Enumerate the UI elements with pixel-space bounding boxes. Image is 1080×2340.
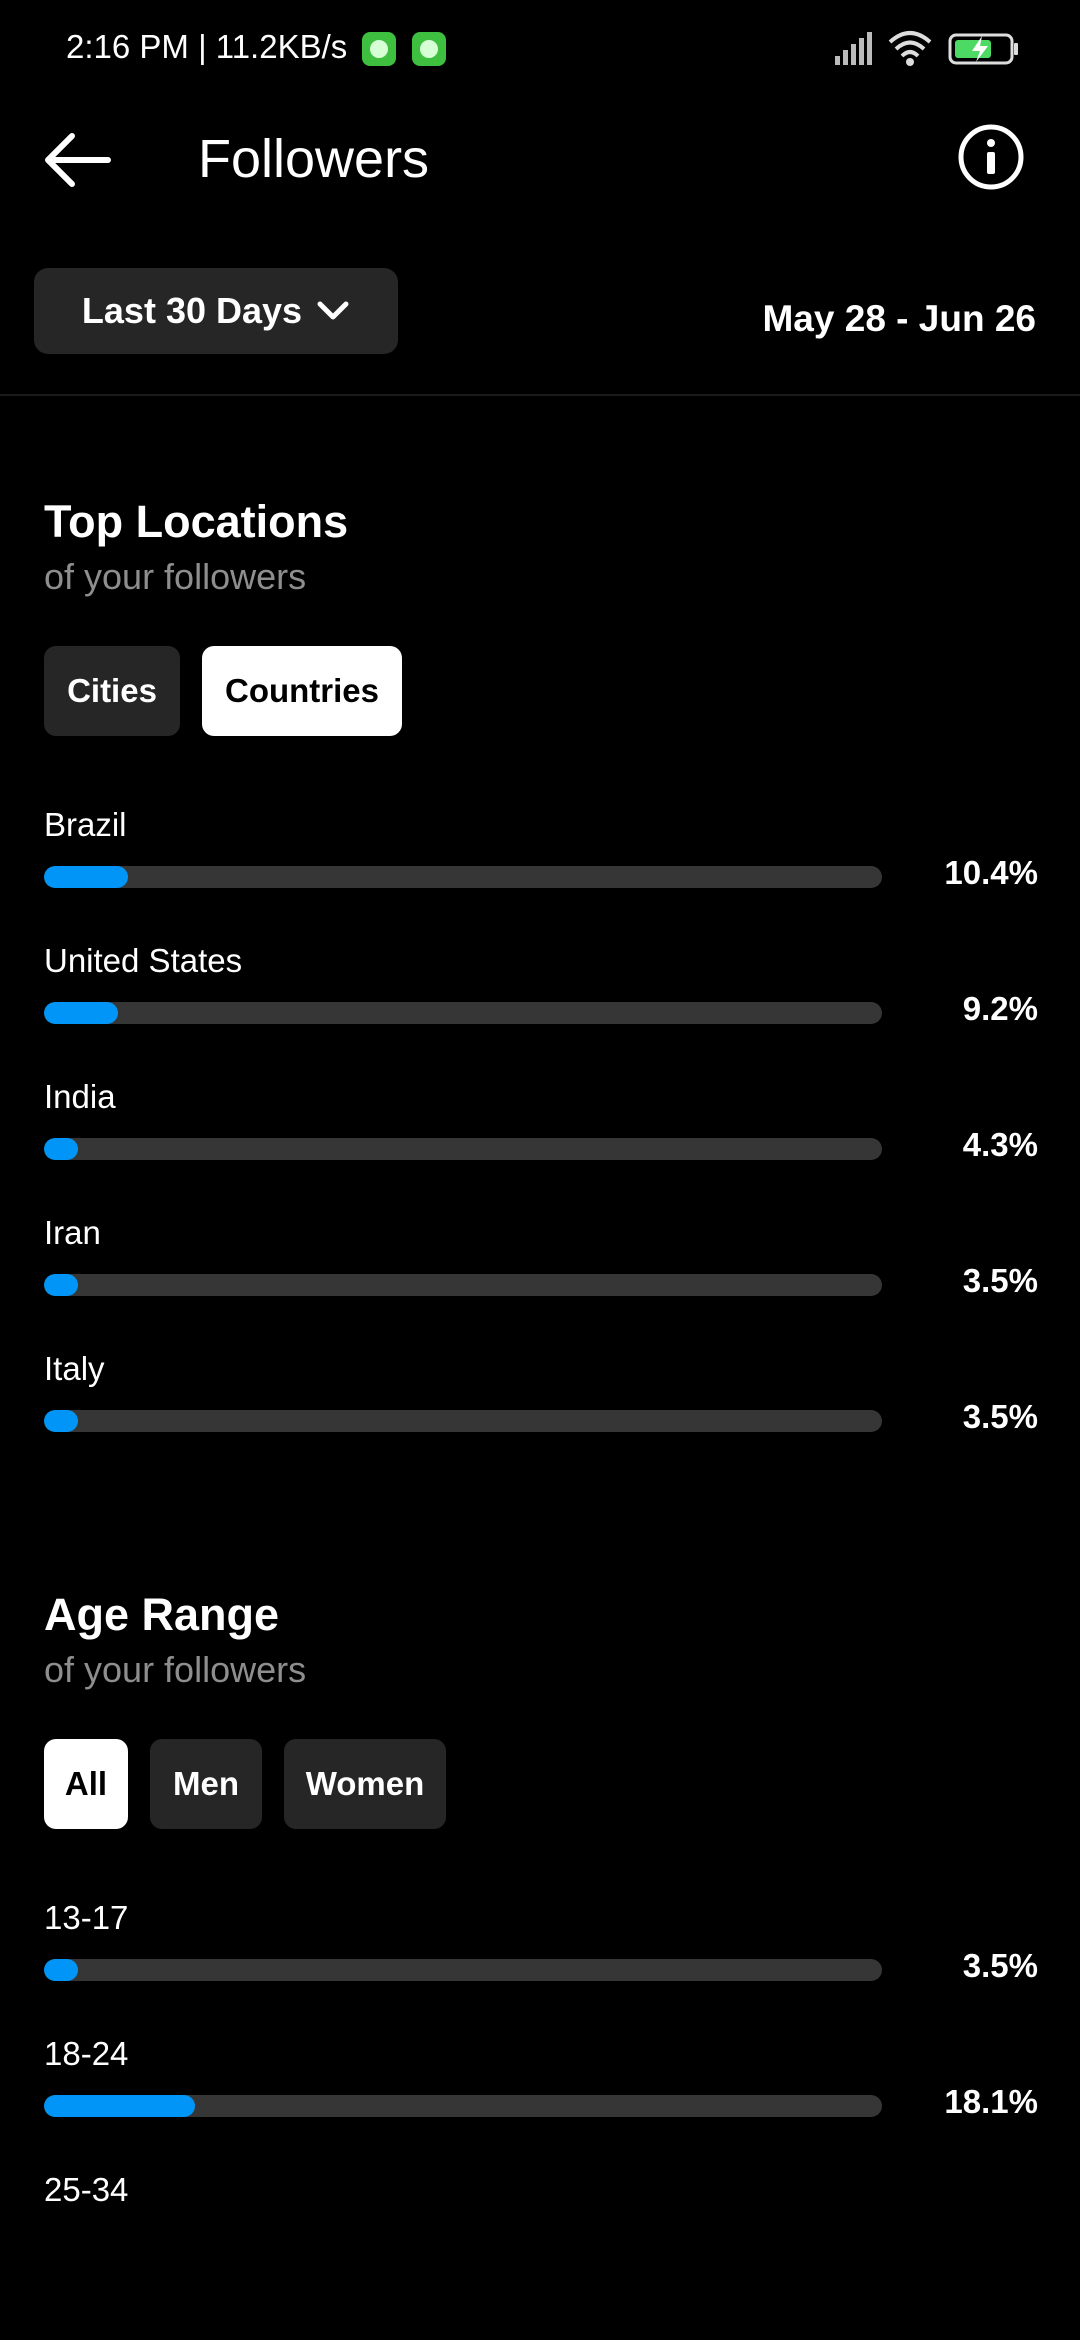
location-bar xyxy=(44,1002,882,1024)
age-label: 18-24 xyxy=(44,2035,129,2072)
location-bar xyxy=(44,1274,882,1296)
date-range-dropdown-label: Last 30 Days xyxy=(81,290,303,331)
location-bar-fill xyxy=(44,1138,78,1160)
location-bar-fill xyxy=(44,866,128,888)
location-bar xyxy=(44,1410,882,1432)
age-label: 13-17 xyxy=(44,1899,129,1936)
page-title: Followers xyxy=(198,129,430,189)
wifi-icon xyxy=(888,31,932,66)
app-notification-icon xyxy=(362,32,396,66)
age-range-subtitle: of your followers xyxy=(44,1649,307,1690)
location-value: 4.3% xyxy=(962,1126,1038,1163)
date-range-text: May 28 - Jun 26 xyxy=(762,298,1036,339)
age-bar-fill xyxy=(44,2095,195,2117)
age-value: 3.5% xyxy=(962,1947,1038,1984)
location-label: Iran xyxy=(44,1214,101,1251)
location-bar xyxy=(44,1138,882,1160)
tab-countries[interactable]: Countries xyxy=(202,646,402,736)
age-bar xyxy=(44,1959,882,1981)
location-value: 10.4% xyxy=(944,854,1038,891)
back-arrow-icon[interactable] xyxy=(40,128,114,192)
age-value: 18.1% xyxy=(944,2083,1038,2120)
location-label: Brazil xyxy=(44,806,127,843)
tab-all[interactable]: All xyxy=(44,1739,128,1829)
top-bar: Followers xyxy=(0,100,1080,220)
location-value: 9.2% xyxy=(962,990,1038,1027)
location-label: Italy xyxy=(44,1350,105,1387)
divider xyxy=(0,394,1080,396)
top-locations-title: Top Locations xyxy=(44,496,349,547)
location-label: United States xyxy=(44,942,243,979)
chevron-down-icon xyxy=(317,301,349,320)
tab-men[interactable]: Men xyxy=(150,1739,262,1829)
info-icon[interactable] xyxy=(956,122,1026,192)
age-label: 25-34 xyxy=(44,2171,129,2208)
location-bar-fill xyxy=(44,1410,78,1432)
status-time: 2:16 PM | 11.2KB/s xyxy=(66,28,348,65)
status-bar: 2:16 PM | 11.2KB/s xyxy=(0,0,1080,100)
location-value: 3.5% xyxy=(962,1398,1038,1435)
location-label: India xyxy=(44,1078,116,1115)
age-range-title: Age Range xyxy=(44,1589,280,1640)
age-bar-fill xyxy=(44,1959,78,1981)
top-locations-subtitle: of your followers xyxy=(44,556,307,597)
age-bar xyxy=(44,2095,882,2117)
date-range-dropdown[interactable]: Last 30 Days xyxy=(34,268,398,354)
signal-icon xyxy=(835,32,872,65)
location-bar xyxy=(44,866,882,888)
tab-women[interactable]: Women xyxy=(284,1739,446,1829)
location-bar-fill xyxy=(44,1274,78,1296)
battery-charging-icon xyxy=(948,33,1018,65)
tab-cities[interactable]: Cities xyxy=(44,646,180,736)
location-bar-fill xyxy=(44,1002,118,1024)
location-value: 3.5% xyxy=(962,1262,1038,1299)
app-notification-icon xyxy=(412,32,446,66)
